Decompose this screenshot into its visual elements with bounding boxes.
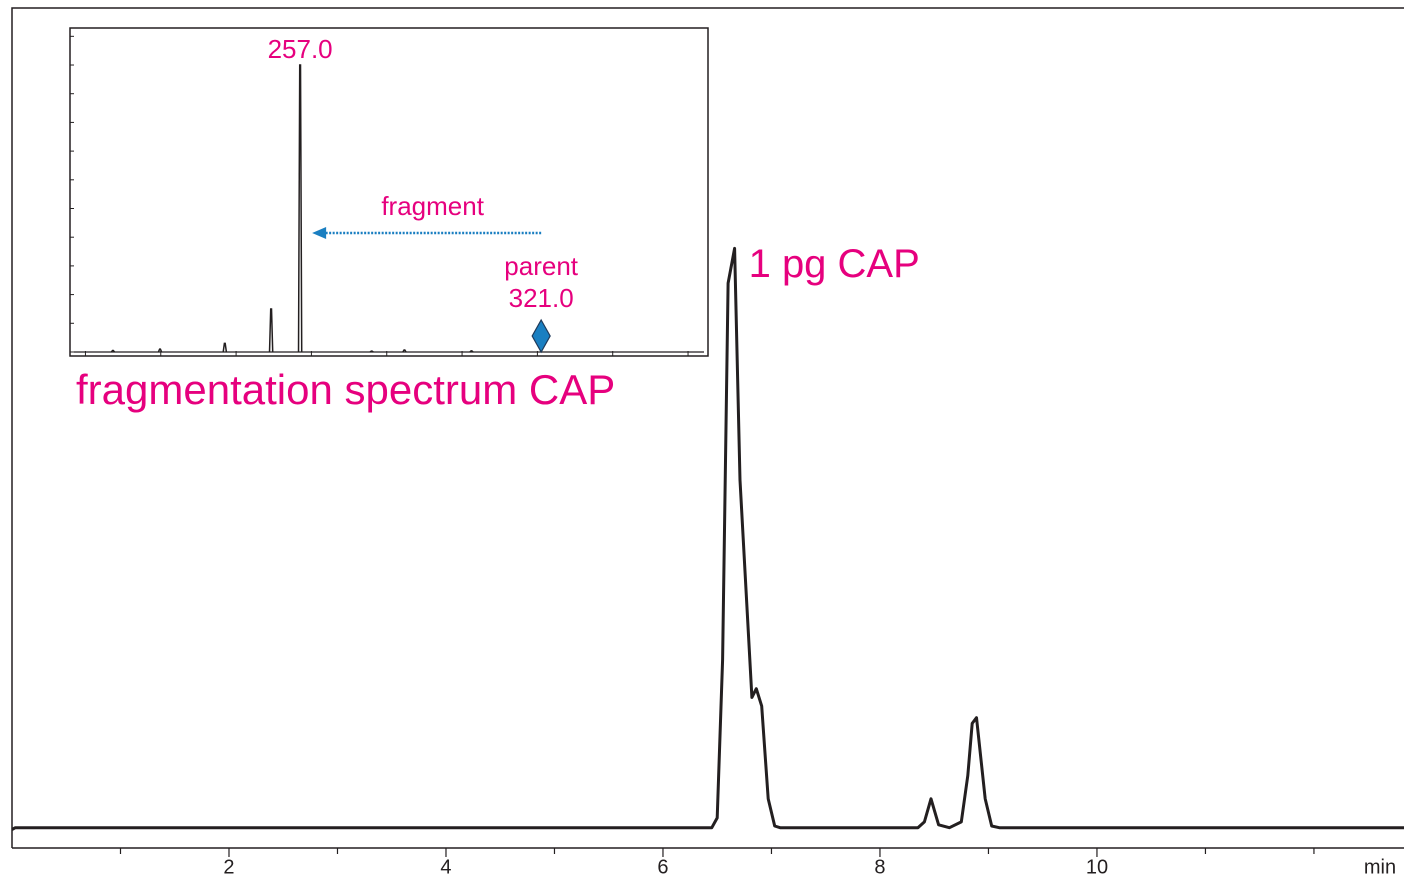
parent-name: parent — [504, 251, 578, 281]
x-tick-label: 10 — [1086, 856, 1108, 878]
spectrum-peak — [297, 64, 303, 352]
fragment-arrowhead — [312, 227, 327, 239]
spectrum-peak — [222, 342, 228, 353]
x-axis-label: min — [1364, 856, 1396, 878]
spectrum-peak — [157, 348, 163, 353]
inset-frame — [69, 27, 709, 357]
spectrum-peak — [402, 349, 407, 353]
peak-annotation: 1 pg CAP — [749, 242, 920, 286]
spectrum-peak — [268, 308, 274, 353]
x-tick-label: 2 — [223, 856, 234, 878]
parent-marker — [531, 318, 551, 354]
spectrum-peak — [110, 349, 116, 353]
parent-label: 321.0 — [509, 283, 574, 313]
x-tick-label: 8 — [874, 856, 885, 878]
chromatogram-trace — [11, 246, 1404, 831]
inset-title: fragmentation spectrum CAP — [76, 366, 615, 413]
fragment-label: fragment — [381, 191, 484, 221]
x-tick-label: 4 — [440, 856, 451, 878]
spectrum-peak — [469, 350, 474, 353]
plot-frame — [11, 7, 1404, 848]
peak-label: 257.0 — [268, 34, 333, 64]
x-tick-label: 6 — [657, 856, 668, 878]
spectrum-peak — [369, 350, 374, 353]
